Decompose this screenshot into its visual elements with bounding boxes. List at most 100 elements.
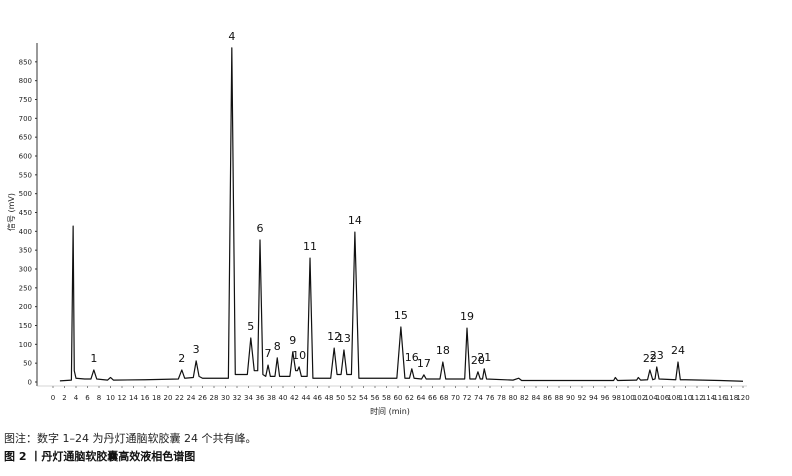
x-tick-label: 22 [175,394,184,402]
x-tick-label: 44 [302,394,311,402]
peak-label: 20 [471,354,485,367]
x-tick-label: 108 [667,394,680,402]
peak-label: 13 [337,332,351,345]
x-tick-label: 102 [633,394,646,402]
x-tick-label: 110 [679,394,692,402]
x-tick-label: 92 [578,394,587,402]
peak-label: 16 [405,351,419,364]
y-tick-label: 200 [19,303,32,311]
x-tick-label: 24 [187,394,196,402]
x-tick-label: 28 [210,394,219,402]
x-tick-label: 62 [405,394,414,402]
caption-title: 图 2 丨丹灯通脑软胶囊高效液相色谱图 [4,449,195,463]
y-tick-label: 800 [19,77,32,85]
y-tick-label: 350 [19,247,32,255]
x-tick-label: 90 [566,394,575,402]
y-tick-label: 650 [19,134,32,142]
x-tick-label: 88 [555,394,564,402]
signal-line [59,47,744,382]
x-tick-label: 52 [348,394,357,402]
x-tick-label: 20 [164,394,173,402]
y-tick-label: 500 [19,190,32,198]
x-tick-label: 94 [589,394,598,402]
x-axis-label: 时间 (min) [370,406,410,416]
x-tick-label: 74 [474,394,483,402]
peak-label: 17 [417,357,431,370]
x-tick-label: 100 [621,394,634,402]
x-tick-label: 70 [451,394,460,402]
peak-label: 5 [247,320,254,333]
peak-label: 9 [289,334,296,347]
y-tick-label: 700 [19,115,32,123]
x-tick-label: 84 [532,394,541,402]
x-tick-label: 66 [428,394,437,402]
x-tick-label: 0 [51,394,55,402]
x-tick-label: 54 [359,394,368,402]
x-tick-label: 82 [520,394,529,402]
x-tick-label: 80 [509,394,518,402]
peak-label: 7 [265,347,272,360]
x-tick-label: 60 [394,394,403,402]
x-tick-label: 72 [463,394,472,402]
x-tick-label: 16 [141,394,150,402]
peak-label: 3 [193,343,200,356]
y-tick-label: 850 [19,58,32,66]
peak-label: 24 [671,344,685,357]
x-tick-label: 120 [736,394,749,402]
y-tick-label: 250 [19,284,32,292]
y-tick-label: 300 [19,266,32,274]
peak-label: 22 [643,352,657,365]
x-tick-label: 116 [713,394,727,402]
x-tick-label: 68 [440,394,449,402]
peak-label: 14 [348,214,362,227]
y-tick-label: 150 [19,322,32,330]
x-tick-label: 10 [106,394,115,402]
peak-label: 19 [460,310,474,323]
x-tick-label: 56 [371,394,380,402]
x-tick-label: 6 [85,394,90,402]
x-tick-label: 106 [656,394,670,402]
x-tick-label: 30 [221,394,230,402]
x-tick-label: 78 [497,394,506,402]
x-tick-label: 64 [417,394,426,402]
x-tick-label: 18 [152,394,161,402]
y-tick-label: 400 [19,228,32,236]
x-tick-label: 50 [336,394,345,402]
x-tick-label: 48 [325,394,334,402]
y-tick-label: 50 [23,360,32,368]
x-tick-label: 14 [129,394,138,402]
peak-label: 2 [178,352,185,365]
y-tick-label: 0 [28,379,32,387]
x-tick-label: 2 [62,394,66,402]
x-tick-label: 114 [702,394,716,402]
peak-label: 21 [477,351,491,364]
x-tick-label: 112 [690,394,703,402]
x-tick-label: 40 [279,394,288,402]
x-tick-label: 98 [612,394,621,402]
x-tick-label: 4 [74,394,79,402]
peak-label: 10 [292,349,306,362]
x-tick-label: 12 [118,394,127,402]
x-tick-label: 104 [644,394,658,402]
x-tick-label: 42 [290,394,299,402]
x-tick-label: 96 [601,394,610,402]
x-tick-label: 8 [97,394,101,402]
x-tick-label: 32 [233,394,242,402]
x-tick-label: 38 [267,394,276,402]
peak-label: 15 [394,309,408,322]
y-tick-label: 750 [19,96,32,104]
peak-label: 1 [90,352,97,365]
peak-label: 11 [303,240,317,253]
caption-note: 图注：数字 1–24 为丹灯通脑软胶囊 24 个共有峰。 [4,431,256,445]
x-tick-label: 76 [486,394,495,402]
x-tick-label: 46 [313,394,322,402]
x-tick-label: 118 [725,394,738,402]
y-tick-label: 100 [19,341,32,349]
y-tick-label: 600 [19,153,32,161]
peak-label: 8 [274,340,281,353]
peak-label: 23 [650,349,664,362]
x-tick-label: 34 [244,394,253,402]
y-tick-label: 550 [19,171,32,179]
x-tick-label: 36 [256,394,265,402]
